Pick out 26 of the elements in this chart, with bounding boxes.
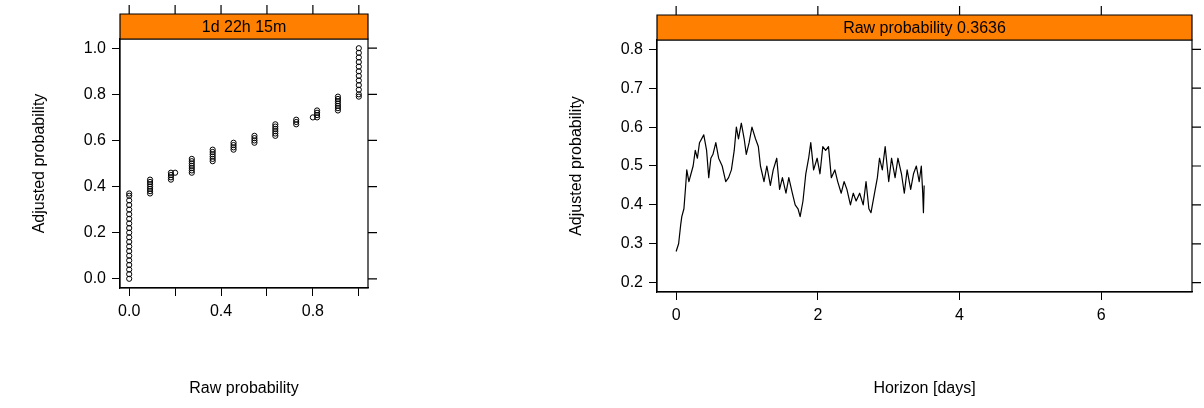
y-axis-title: Adjusted probability xyxy=(567,96,585,236)
x-tick-label: 0.0 xyxy=(118,302,141,320)
y-tick-label: 0.8 xyxy=(83,84,107,102)
y-tick-label: 0.7 xyxy=(620,78,644,96)
x-tick-label: 4 xyxy=(955,306,965,324)
y-tick-label: 0.2 xyxy=(83,223,107,241)
y-tick-label: 0.4 xyxy=(83,176,107,194)
y-tick-label: 0.6 xyxy=(83,130,107,148)
y-tick-label: 0.8 xyxy=(620,39,644,57)
y-tick-label: 1.0 xyxy=(83,38,107,56)
x-tick-label: 2 xyxy=(813,306,823,324)
y-tick-label: 0.5 xyxy=(620,156,644,174)
y-tick-label: 0.4 xyxy=(620,195,644,213)
x-tick-label: 0 xyxy=(671,306,681,324)
y-tick-label: 0.2 xyxy=(620,273,644,291)
chart-title: 1d 22h 15m xyxy=(201,17,287,35)
chart-title: Raw probability 0.3636 xyxy=(843,18,1006,36)
y-tick-label: 0.6 xyxy=(620,117,644,135)
x-axis-title: Raw probability xyxy=(189,378,299,396)
x-tick-label: 0.4 xyxy=(209,302,233,320)
y-tick-label: 0.3 xyxy=(620,234,644,252)
x-axis-title: Horizon [days] xyxy=(873,378,976,396)
x-tick-label: 6 xyxy=(1096,306,1106,324)
x-tick-label: 0.8 xyxy=(301,302,325,320)
y-axis-title: Adjusted probability xyxy=(30,93,48,234)
y-tick-label: 0.0 xyxy=(83,269,107,287)
